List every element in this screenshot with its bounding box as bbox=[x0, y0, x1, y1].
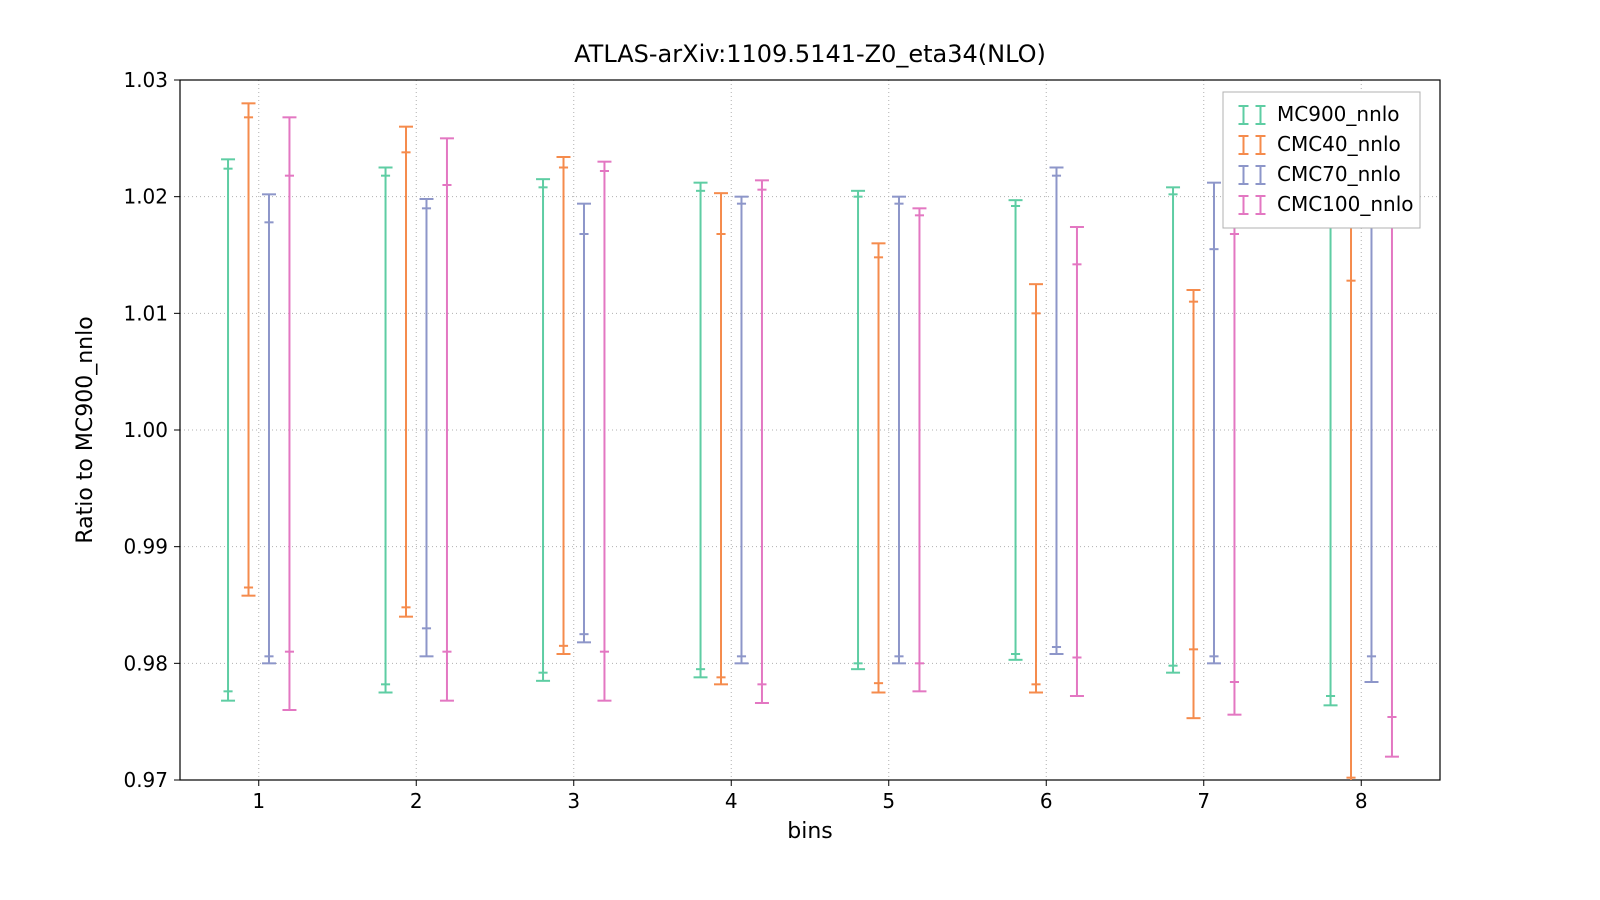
x-tick-label: 2 bbox=[410, 789, 423, 813]
x-tick-label: 1 bbox=[252, 789, 265, 813]
y-tick-label: 1.02 bbox=[123, 185, 168, 209]
chart-svg: 1 2 3 4 5 6 7 8 0.97 0.98 0.99 1.00 1.01 1.02 1.03 bins… bbox=[0, 0, 1600, 900]
y-tick-label: 0.98 bbox=[123, 651, 168, 675]
x-axis-label: bins bbox=[787, 819, 832, 844]
legend-label: MC900_nnlo bbox=[1277, 102, 1400, 126]
y-tick-label: 1.01 bbox=[123, 301, 168, 325]
y-tick-label: 0.97 bbox=[123, 768, 168, 792]
x-tick-label: 4 bbox=[725, 789, 738, 813]
legend: MC900_nnlo CMC40_nnlo CMC70_nnlo CMC100_nnl… bbox=[1223, 92, 1420, 228]
x-tick-label: 8 bbox=[1355, 789, 1368, 813]
y-tick-label: 1.00 bbox=[123, 418, 168, 442]
chart-title: ATLAS-arXiv:1109.5141-Z0_eta34(NLO) bbox=[574, 40, 1046, 68]
x-tick-label: 6 bbox=[1040, 789, 1053, 813]
legend-label: CMC40_nnlo bbox=[1277, 132, 1401, 156]
x-tick-label: 3 bbox=[567, 789, 580, 813]
y-tick-label: 1.03 bbox=[123, 68, 168, 92]
chart-container: 1 2 3 4 5 6 7 8 0.97 0.98 0.99 1.00 1.01 1.02 1.03 bins… bbox=[0, 0, 1600, 900]
legend-label: CMC100_nnlo bbox=[1277, 192, 1414, 216]
y-tick-label: 0.99 bbox=[123, 535, 168, 559]
x-tick-label: 7 bbox=[1197, 789, 1210, 813]
legend-label: CMC70_nnlo bbox=[1277, 162, 1401, 186]
y-axis-label: Ratio to MC900_nnlo bbox=[73, 316, 98, 543]
x-tick-label: 5 bbox=[882, 789, 895, 813]
